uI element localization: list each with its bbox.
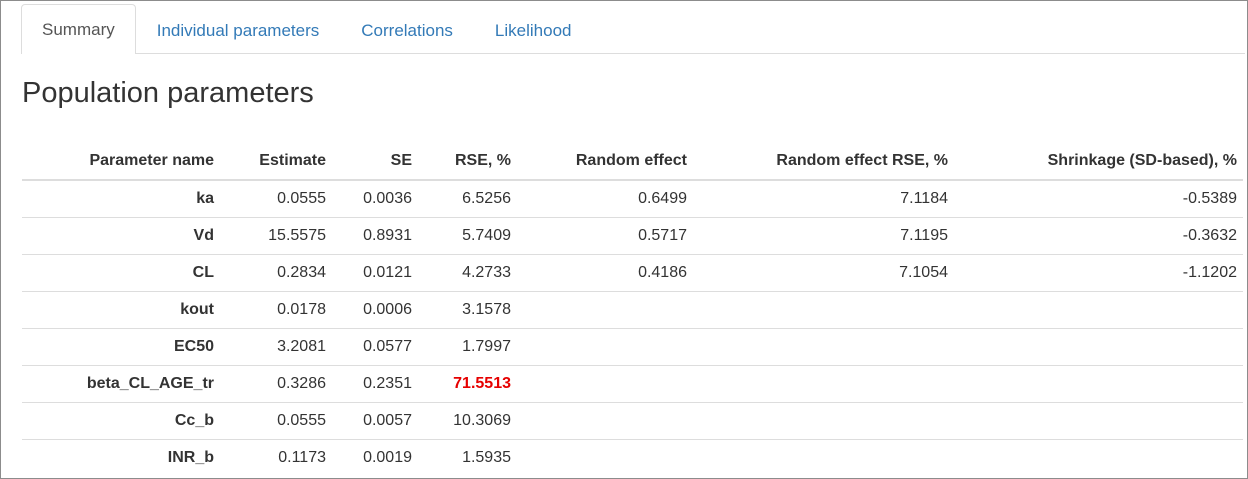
tab-likelihood[interactable]: Likelihood <box>494 20 572 40</box>
cell-shrinkage <box>954 291 1243 329</box>
cell-random-effect-rse <box>693 440 954 477</box>
cell-random-effect-rse <box>693 365 954 403</box>
cell-parameter-name: INR_b <box>167 449 214 466</box>
table-row: Cc_b 0.0555 0.0057 10.3069 <box>22 402 1243 440</box>
table-row: CL 0.2834 0.0121 4.2733 0.4186 7.1054 -1… <box>22 254 1243 292</box>
table-row: Vd 15.5575 0.8931 5.7409 0.5717 7.1195 -… <box>22 217 1243 255</box>
cell-parameter-name: kout <box>22 291 220 329</box>
cell-shrinkage <box>954 365 1243 403</box>
cell-shrinkage <box>954 328 1243 366</box>
cell-parameter-name: beta_CL_AGE_tr <box>22 365 220 403</box>
cell-parameter-name: Vd <box>22 217 220 255</box>
tab-summary[interactable]: Summary <box>21 4 136 54</box>
cell-se: 0.2351 <box>332 365 418 403</box>
cell-rse-flagged: 71.5513 <box>418 365 517 403</box>
cell-se: 0.0019 <box>363 449 412 466</box>
cell-estimate: 0.0555 <box>220 402 332 440</box>
cell-estimate: 3.2081 <box>220 328 332 366</box>
cell-random-effect-rse <box>693 402 954 440</box>
cell-parameter-name: EC50 <box>22 328 220 366</box>
cell-rse: 1.7997 <box>418 328 517 366</box>
table-row: beta_CL_AGE_tr 0.3286 0.2351 71.5513 <box>22 365 1243 403</box>
cell-rse: 4.2733 <box>418 254 517 292</box>
cell-random-effect <box>517 291 693 329</box>
cell-random-effect: 0.4186 <box>517 254 693 292</box>
cell-random-effect <box>517 328 693 366</box>
header-random-effect-rse[interactable]: Random effect RSE, % <box>693 143 954 181</box>
cell-random-effect-rse: 7.1054 <box>693 254 954 292</box>
cell-shrinkage <box>954 402 1243 440</box>
header-estimate[interactable]: Estimate <box>220 143 332 181</box>
table-header-row: Parameter name Estimate SE RSE, % Random… <box>22 143 1243 181</box>
cell-estimate: 0.0178 <box>220 291 332 329</box>
table-row: ka 0.0555 0.0036 6.5256 0.6499 7.1184 -0… <box>22 180 1243 218</box>
cell-estimate: 0.1173 <box>278 449 326 466</box>
cell-se: 0.0006 <box>332 291 418 329</box>
cell-se: 0.0577 <box>332 328 418 366</box>
cell-shrinkage <box>954 440 1243 477</box>
cell-rse: 3.1578 <box>418 291 517 329</box>
tab-bar: Summary Individual parameters Correlatio… <box>21 3 1245 54</box>
table-row: kout 0.0178 0.0006 3.1578 <box>22 291 1243 329</box>
cell-shrinkage: -1.1202 <box>954 254 1243 292</box>
cell-se: 0.0121 <box>332 254 418 292</box>
cell-parameter-name: Cc_b <box>22 402 220 440</box>
table-row: INR_b 0.1173 0.0019 1.5935 <box>22 440 1243 477</box>
header-rse[interactable]: RSE, % <box>418 143 517 181</box>
cell-random-effect-rse: 7.1184 <box>693 180 954 218</box>
cell-shrinkage: -0.5389 <box>954 180 1243 218</box>
cell-random-effect <box>517 365 693 403</box>
header-se[interactable]: SE <box>332 143 418 181</box>
cell-random-effect: 0.6499 <box>517 180 693 218</box>
tab-individual-parameters[interactable]: Individual parameters <box>156 20 320 40</box>
table-row: EC50 3.2081 0.0577 1.7997 <box>22 328 1243 366</box>
population-parameters-table: Parameter name Estimate SE RSE, % Random… <box>22 143 1243 476</box>
cell-estimate: 0.3286 <box>220 365 332 403</box>
cell-random-effect-rse: 7.1195 <box>693 217 954 255</box>
section-title: Population parameters <box>22 77 314 109</box>
cell-se: 0.0057 <box>332 402 418 440</box>
cell-se: 0.8931 <box>332 217 418 255</box>
cell-shrinkage: -0.3632 <box>954 217 1243 255</box>
cell-estimate: 0.2834 <box>220 254 332 292</box>
tab-correlations[interactable]: Correlations <box>361 20 453 40</box>
cell-random-effect-rse <box>693 291 954 329</box>
cell-parameter-name: ka <box>22 180 220 218</box>
cell-rse: 5.7409 <box>418 217 517 255</box>
cell-parameter-name: CL <box>22 254 220 292</box>
cell-rse: 1.5935 <box>462 449 511 466</box>
cell-estimate: 15.5575 <box>220 217 332 255</box>
cell-estimate: 0.0555 <box>220 180 332 218</box>
cell-random-effect <box>517 440 693 477</box>
cell-random-effect-rse <box>693 328 954 366</box>
cell-rse: 10.3069 <box>418 402 517 440</box>
header-random-effect[interactable]: Random effect <box>517 143 693 181</box>
header-shrinkage[interactable]: Shrinkage (SD-based), % <box>954 143 1243 181</box>
cell-se: 0.0036 <box>332 180 418 218</box>
cell-random-effect <box>517 402 693 440</box>
cell-rse: 6.5256 <box>418 180 517 218</box>
header-parameter-name[interactable]: Parameter name <box>22 143 220 181</box>
cell-random-effect: 0.5717 <box>517 217 693 255</box>
